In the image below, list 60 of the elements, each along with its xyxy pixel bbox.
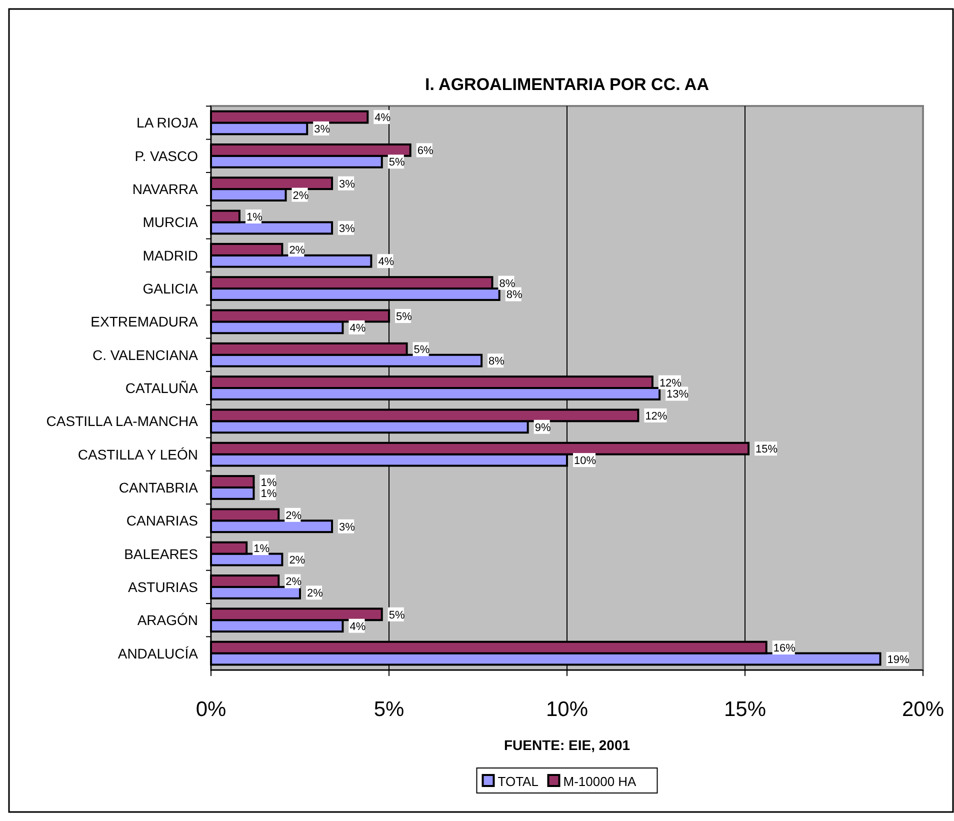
data-label: 16% <box>773 642 796 655</box>
data-label: 8% <box>499 278 516 290</box>
y-tick-label: MURCIA <box>142 214 199 230</box>
data-label: 19% <box>887 654 910 666</box>
data-label: 6% <box>417 145 434 158</box>
data-label: 3% <box>339 521 356 534</box>
y-tick-label: GALICIA <box>142 280 199 297</box>
data-label: 5% <box>388 609 405 622</box>
y-tick-label: EXTREMADURA <box>90 314 199 330</box>
data-label: 2% <box>289 244 306 257</box>
y-tick-label: CASTILLA Y LEÓN <box>78 446 198 462</box>
data-label: 5% <box>414 344 430 356</box>
source-note: FUENTE: EIE, 2001 <box>504 737 630 753</box>
data-label: 1% <box>260 476 277 489</box>
y-tick-label: NAVARRA <box>132 181 199 198</box>
data-label: 2% <box>292 190 309 202</box>
y-tick-label: CASTILLA LA-MANCHA <box>46 413 199 430</box>
y-tick-label: LA RIOJA <box>136 114 199 131</box>
y-tick-label: ARAGÓN <box>137 612 198 628</box>
x-tick-label: 10% <box>546 698 588 721</box>
legend-label: M-10000 HA <box>563 774 637 789</box>
data-label: 3% <box>339 222 356 235</box>
data-label: 2% <box>307 588 324 600</box>
y-tick-label: C. VALENCIANA <box>92 346 199 363</box>
data-label: 1% <box>260 488 277 500</box>
y-tick-label: ASTURIAS <box>128 578 198 595</box>
data-label: 13% <box>666 388 689 401</box>
data-label: 2% <box>286 576 302 588</box>
x-tick-label: 5% <box>374 698 404 721</box>
data-label: 1% <box>254 543 270 556</box>
data-label: 8% <box>506 289 522 302</box>
data-label: 10% <box>574 455 596 468</box>
data-label: 4% <box>374 112 391 124</box>
data-label: 3% <box>314 123 330 136</box>
data-label: 8% <box>488 356 505 368</box>
data-label: 1% <box>246 211 263 224</box>
data-label: 15% <box>756 444 778 456</box>
legend-label: TOTAL <box>498 774 538 789</box>
y-tick-label: ANDALUCÍA <box>118 645 199 662</box>
x-tick-label: 15% <box>724 698 766 721</box>
x-tick-label: 0% <box>196 698 226 721</box>
y-tick-label: P. VASCO <box>134 148 198 164</box>
chart-title: I. AGROALIMENTARIA POR CC. AA <box>425 75 709 94</box>
data-label: 5% <box>388 156 405 169</box>
data-label: 2% <box>289 554 306 567</box>
data-label: 3% <box>339 178 356 190</box>
y-tick-label: CANARIAS <box>126 512 198 529</box>
x-tick-label: 20% <box>902 698 944 721</box>
data-label: 5% <box>396 310 412 323</box>
data-label: 4% <box>350 322 366 334</box>
y-tick-label: CATALUÑA <box>125 380 199 396</box>
y-tick-label: CANTABRIA <box>118 479 199 496</box>
data-label: 4% <box>378 256 394 268</box>
y-tick-label: MADRID <box>142 247 198 264</box>
data-label: 4% <box>350 620 366 633</box>
data-label: 9% <box>534 422 551 434</box>
data-label: 12% <box>659 377 682 390</box>
data-label: 12% <box>645 410 668 422</box>
y-tick-label: BALEARES <box>124 546 198 562</box>
data-label: 2% <box>286 510 302 522</box>
